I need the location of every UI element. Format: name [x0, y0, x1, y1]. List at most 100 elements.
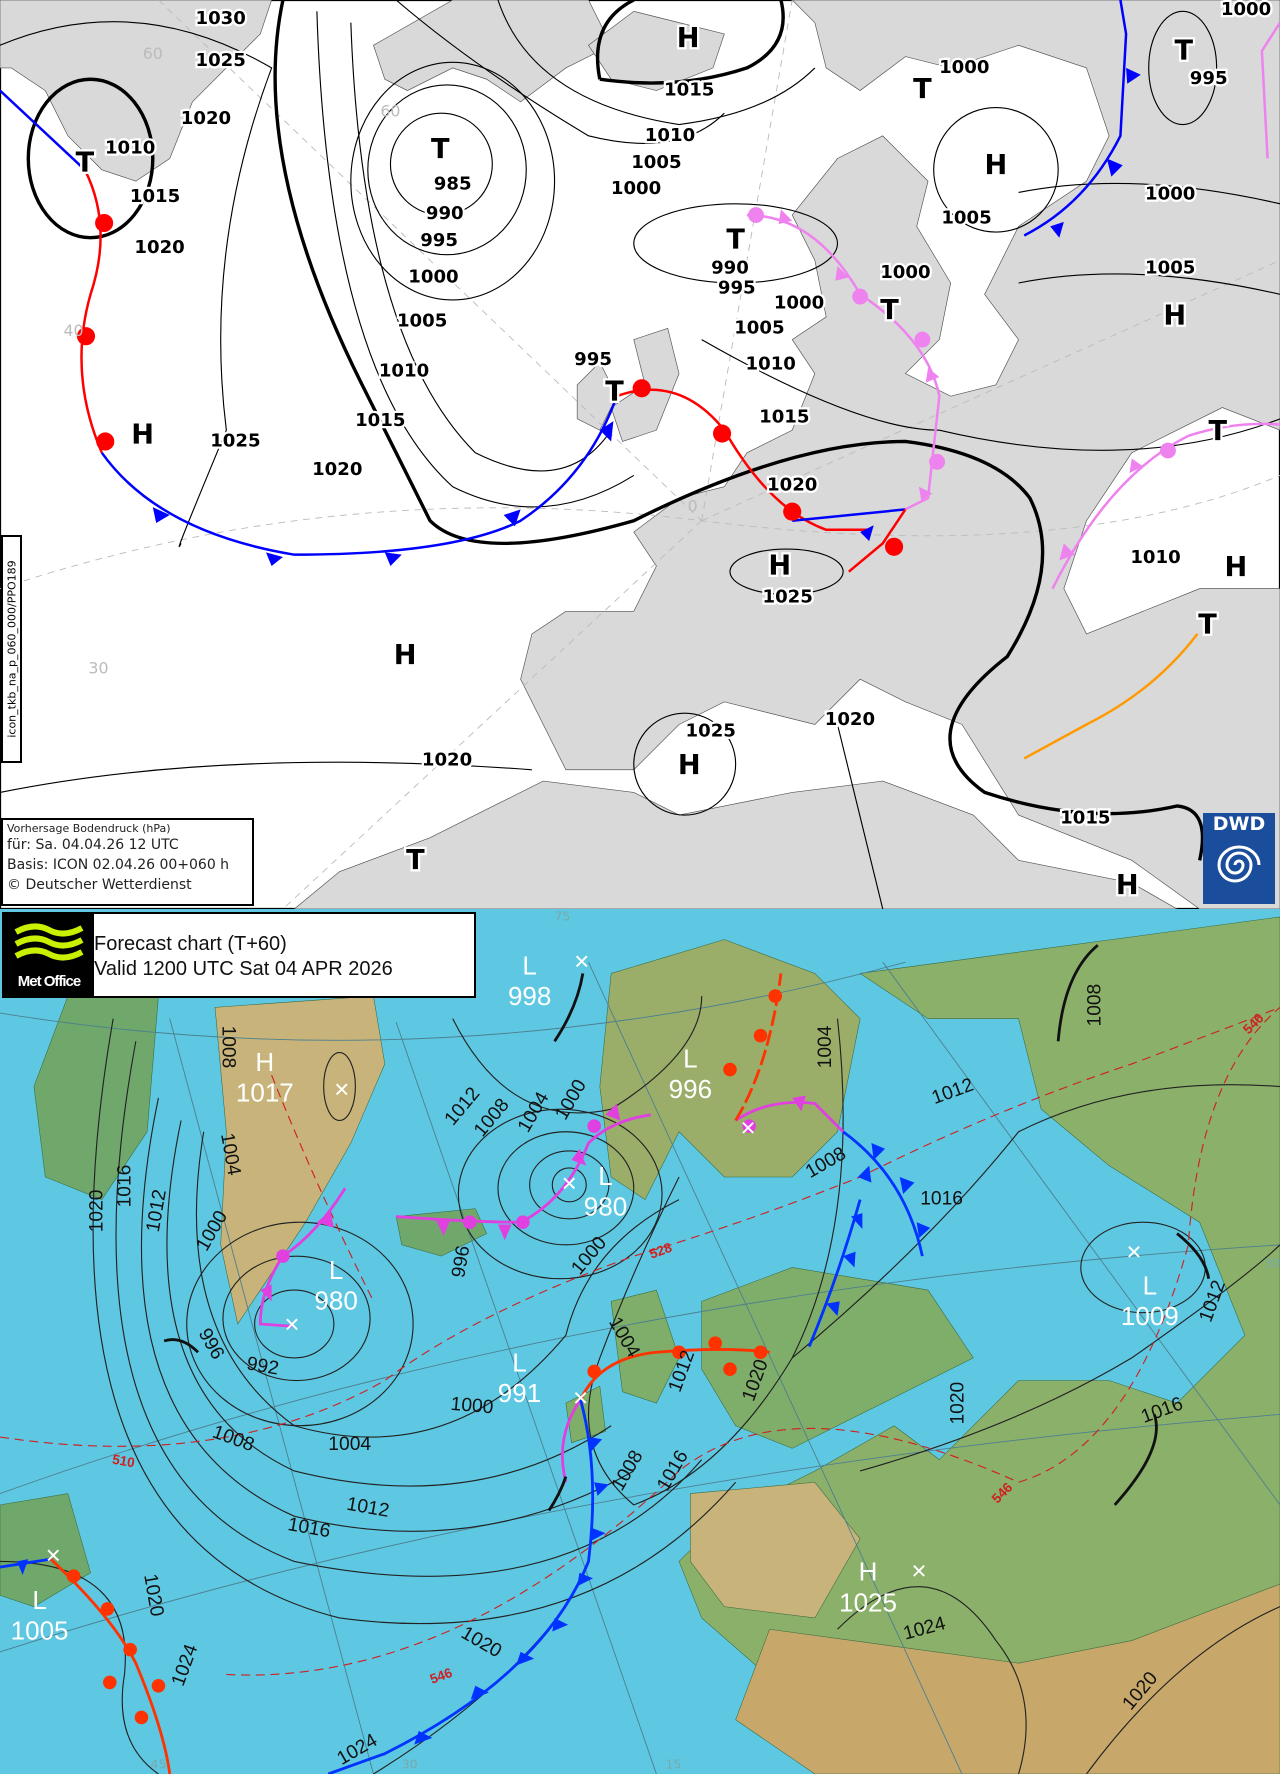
dwd-map: 60 60 40 30 0 1030 1025 1020 1010 1015 1020 T T 985 9…: [0, 0, 1280, 909]
centre-pressure-value: 1009: [1121, 1301, 1179, 1331]
low-pressure-marker: T: [913, 74, 932, 105]
product-code-box: icon_tkb_na_p_060_000/PPO189: [1, 535, 22, 763]
chart-valid-time: Valid 1200 UTC Sat 04 APR 2026: [94, 958, 393, 980]
legend-title: Vorhersage Bodendruck (hPa): [7, 822, 171, 835]
low-pressure-marker: L: [512, 1348, 526, 1378]
thick-isobars: [26, 0, 1205, 861]
grid-label: 40: [63, 321, 83, 340]
isobar-label: 985: [434, 174, 472, 195]
centre-cross-icon: ×: [1126, 1237, 1141, 1267]
high-pressure-marker: H: [985, 150, 1008, 181]
isobar-label: 1020: [422, 750, 472, 771]
product-code: icon_tkb_na_p_060_000/PPO189: [5, 560, 18, 738]
centre-pressure-value: 1005: [11, 1616, 69, 1646]
grid-label: 30: [402, 1756, 418, 1771]
legend-copyright: © Deutscher Wetterdienst: [7, 877, 192, 893]
isobar-label: 1015: [1060, 807, 1110, 828]
thickness-label: 546: [428, 1665, 455, 1687]
high-pressure-marker: H: [255, 1047, 274, 1077]
isobar-label: 1015: [130, 186, 180, 207]
isobar-label: 1010: [1130, 547, 1180, 568]
grid-label: 60: [143, 44, 163, 63]
chart-title: Forecast chart (T+60): [94, 933, 287, 955]
isobar-label: 990: [426, 203, 464, 224]
low-pressure-marker: L: [1143, 1271, 1157, 1301]
isobar-label: 1020: [134, 237, 184, 258]
centre-cross-icon: ×: [46, 1540, 61, 1570]
grid-label: 30: [88, 659, 108, 678]
centre-pressure-value: 980: [584, 1192, 627, 1222]
isobar-label: 1005: [631, 152, 681, 173]
isobar-label: 1015: [355, 410, 405, 431]
grid-labels: 75 45 30 15 30: [151, 909, 1280, 1771]
low-pressure-marker: L: [32, 1585, 46, 1615]
isobar-label: 1000: [450, 1394, 494, 1419]
isobar-label: 1025: [196, 50, 246, 71]
dwd-logo-text: DWD: [1212, 813, 1266, 835]
high-pressure-marker: H: [1163, 300, 1186, 331]
pressure-labels: 1030 1025 1020 1010 1015 1020 T T 985 990 995 1000 1…: [73, 0, 1273, 903]
high-pressure-marker: H: [678, 750, 701, 781]
low-pressure-marker: L: [683, 1043, 697, 1073]
high-pressure-marker: H: [859, 1557, 878, 1587]
centre-cross-icon: ×: [740, 1112, 755, 1142]
grid-label: 15: [665, 1756, 681, 1771]
isobar-label: 1005: [1145, 257, 1195, 278]
front-symbols: [76, 67, 1176, 567]
centre-cross-icon: ×: [911, 1556, 926, 1586]
isobar-label: 1010: [746, 354, 796, 375]
high-pressure-marker: H: [677, 23, 700, 54]
isobar-label: 1005: [734, 317, 784, 338]
isobar-label: 1004: [815, 1025, 836, 1068]
grid-label: 75: [555, 909, 571, 923]
isobar-label: 1000: [1221, 0, 1271, 20]
centre-cross-icon: ×: [562, 1168, 577, 1198]
isobar-label: 1000: [408, 266, 458, 287]
low-pressure-marker: T: [431, 134, 450, 165]
isobar-label: 995: [420, 230, 458, 251]
grid-label: 45: [151, 1756, 167, 1771]
isobar-label: 1030: [196, 8, 246, 29]
isobars: [0, 996, 1280, 1774]
low-pressure-marker: T: [406, 845, 425, 876]
legend-valid-time: für: Sa. 04.04.26 12 UTC: [7, 837, 179, 853]
isobar-label: 1025: [686, 720, 736, 741]
centre-cross-icon: ×: [334, 1074, 349, 1104]
isobar-label: 1020: [181, 108, 231, 129]
centre-pressure-value: 991: [498, 1378, 541, 1408]
low-pressure-marker: T: [76, 148, 95, 179]
isobar-label: 1016: [115, 1165, 136, 1208]
isobar-label: 1020: [86, 1190, 107, 1233]
low-pressure-marker: L: [598, 1161, 612, 1191]
grid-label: 0: [688, 497, 698, 516]
grid-label: 60: [380, 102, 400, 121]
high-pressure-marker: H: [768, 551, 791, 582]
front-symbols: [16, 989, 931, 1745]
grid-labels: 60 60 40 30 0: [63, 44, 697, 678]
centre-pressure-value: 1017: [236, 1077, 294, 1107]
grid-lines: [0, 961, 1280, 1774]
isobar-label: 995: [1190, 68, 1228, 89]
low-pressure-marker: L: [329, 1255, 343, 1285]
fronts: [0, 944, 1211, 1774]
high-pressure-marker: H: [1116, 870, 1139, 901]
isobar-label: 1000: [1145, 184, 1195, 205]
isobar-label: 1010: [105, 137, 155, 158]
isobar-label: 1020: [948, 1382, 969, 1425]
low-pressure-marker: T: [1198, 609, 1217, 640]
centre-pressure-value: 998: [508, 981, 551, 1011]
isobar-label: 1020: [767, 475, 817, 496]
isobar-label: 995: [574, 349, 612, 370]
thickness-label: 528: [647, 1240, 674, 1262]
low-pressure-marker: T: [880, 295, 899, 326]
centre-pressure-value: 1025: [839, 1587, 897, 1617]
dwd-surface-pressure-chart: 60 60 40 30 0 1030 1025 1020 1010 1015 1020 T T 985 9…: [0, 0, 1280, 909]
isobars: [0, 0, 1280, 909]
dwd-logo: DWD: [1203, 813, 1275, 904]
thickness-label: 510: [111, 1452, 136, 1471]
isobar-label: 1008: [1085, 984, 1106, 1027]
legend-basis: Basis: ICON 02.04.26 00+060 h: [7, 857, 230, 873]
metoffice-header: Met Office Forecast chart (T+60) Valid 1…: [2, 912, 476, 998]
isobar-label: 1000: [939, 57, 989, 78]
